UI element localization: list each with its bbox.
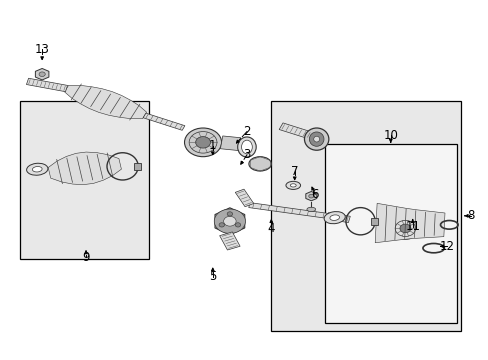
Text: 12: 12 bbox=[438, 240, 453, 253]
Text: 8: 8 bbox=[467, 210, 474, 222]
Text: 9: 9 bbox=[82, 251, 90, 264]
Ellipse shape bbox=[26, 163, 48, 175]
Ellipse shape bbox=[237, 137, 256, 157]
Ellipse shape bbox=[39, 72, 45, 77]
Text: 4: 4 bbox=[267, 222, 275, 235]
Polygon shape bbox=[374, 203, 444, 243]
Ellipse shape bbox=[248, 157, 271, 171]
Ellipse shape bbox=[309, 132, 324, 146]
Text: 5: 5 bbox=[209, 270, 216, 283]
Polygon shape bbox=[64, 85, 146, 119]
Polygon shape bbox=[220, 136, 240, 150]
Polygon shape bbox=[248, 203, 327, 218]
Text: 2: 2 bbox=[243, 125, 250, 138]
Ellipse shape bbox=[313, 136, 319, 142]
Polygon shape bbox=[219, 232, 240, 250]
Ellipse shape bbox=[391, 218, 418, 239]
Ellipse shape bbox=[32, 167, 42, 172]
Polygon shape bbox=[215, 208, 244, 235]
Bar bbox=[325, 144, 456, 323]
Ellipse shape bbox=[324, 212, 345, 224]
Polygon shape bbox=[279, 123, 317, 140]
Ellipse shape bbox=[214, 209, 245, 233]
Ellipse shape bbox=[241, 140, 252, 154]
Ellipse shape bbox=[195, 136, 210, 148]
Bar bbox=[133, 163, 141, 170]
Polygon shape bbox=[143, 113, 184, 130]
Ellipse shape bbox=[306, 207, 315, 212]
Bar bbox=[370, 218, 377, 225]
Bar bbox=[271, 101, 461, 330]
Text: 11: 11 bbox=[405, 220, 419, 233]
Ellipse shape bbox=[285, 181, 300, 189]
Ellipse shape bbox=[290, 184, 296, 187]
Ellipse shape bbox=[399, 224, 410, 233]
Text: 7: 7 bbox=[290, 165, 298, 177]
Ellipse shape bbox=[219, 223, 224, 227]
Polygon shape bbox=[305, 192, 316, 201]
Ellipse shape bbox=[329, 215, 339, 220]
Ellipse shape bbox=[223, 216, 236, 226]
Text: 6: 6 bbox=[311, 188, 318, 201]
Ellipse shape bbox=[308, 194, 313, 198]
Ellipse shape bbox=[184, 128, 221, 157]
Polygon shape bbox=[48, 152, 121, 185]
Ellipse shape bbox=[227, 212, 232, 216]
Polygon shape bbox=[26, 78, 67, 92]
Text: 3: 3 bbox=[243, 148, 250, 161]
Polygon shape bbox=[326, 213, 349, 222]
Ellipse shape bbox=[235, 223, 240, 227]
Text: 10: 10 bbox=[383, 129, 397, 142]
Bar bbox=[20, 101, 149, 259]
Text: 1: 1 bbox=[209, 139, 216, 152]
Polygon shape bbox=[235, 189, 253, 207]
Ellipse shape bbox=[304, 128, 328, 150]
Text: 13: 13 bbox=[35, 42, 49, 55]
Polygon shape bbox=[35, 68, 49, 80]
